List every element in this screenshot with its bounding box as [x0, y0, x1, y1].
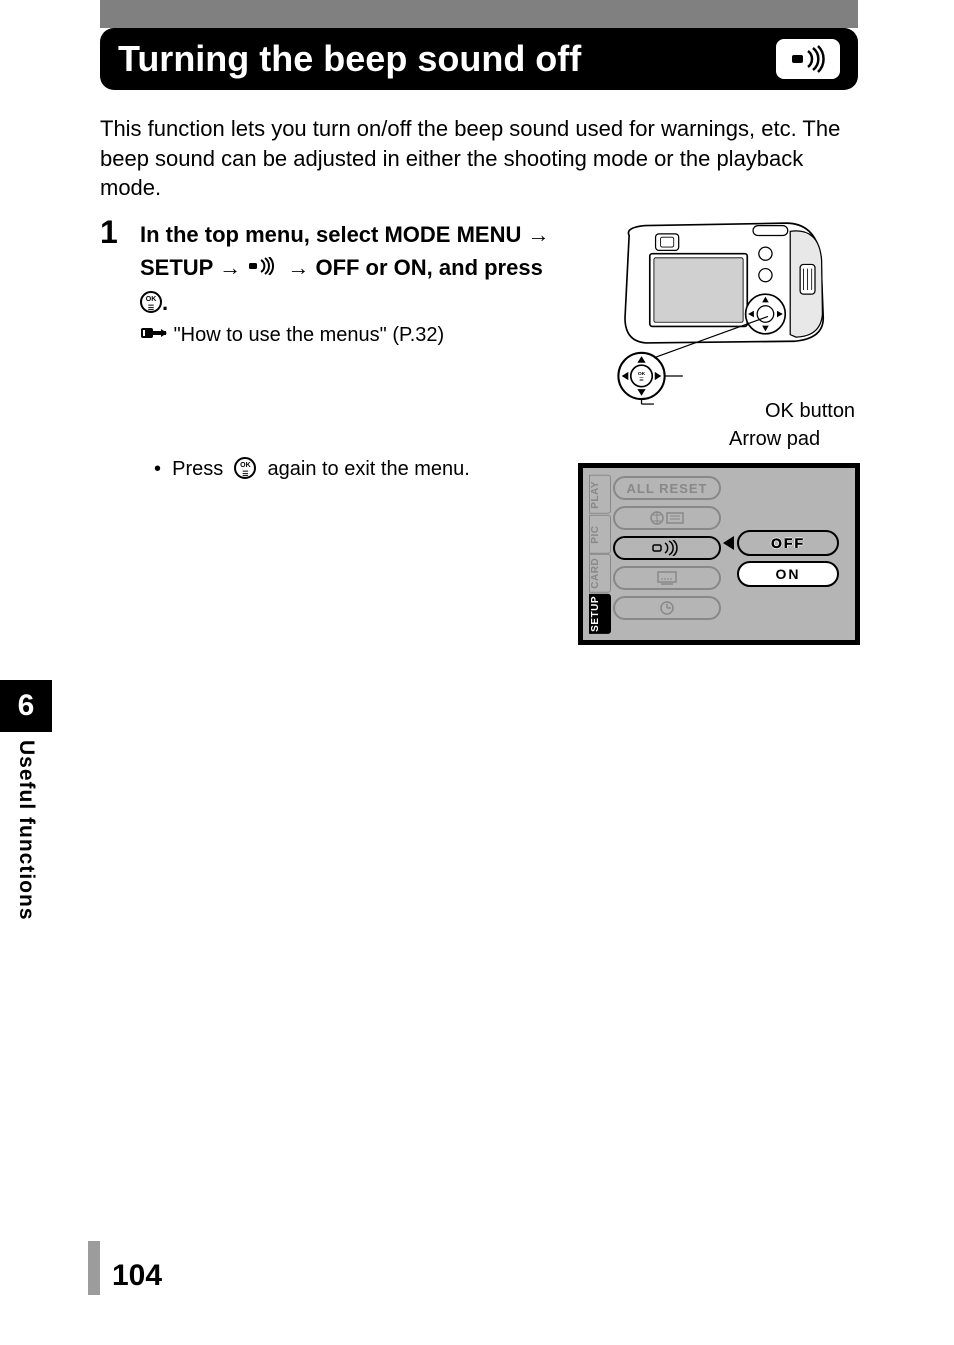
exit-instruction: • Press OK☰ again to exit the menu.: [154, 458, 574, 481]
menu-monitor-icon: [613, 566, 721, 590]
menu-language-icon: [613, 506, 721, 530]
pointer-icon: [140, 324, 168, 347]
step-text-1: In the top menu, select MODE MENU: [140, 222, 521, 247]
exit-post: again to exit the menu.: [268, 458, 470, 480]
tab-pic: PIC: [589, 515, 611, 554]
reference-text: "How to use the menus" (P.32): [174, 324, 445, 346]
chapter-tab: 6 Useful functions: [0, 680, 52, 960]
reference-line: "How to use the menus" (P.32): [140, 324, 560, 347]
menu-tabs: SETUP CARD PIC PLAY: [589, 474, 611, 634]
svg-text:☰: ☰: [639, 377, 644, 383]
page-number: 104: [112, 1259, 162, 1293]
option-off: OFF: [737, 530, 839, 556]
menu-all-reset: ALL RESET: [613, 476, 721, 500]
step-text-2: OFF or ON, and press: [315, 255, 542, 280]
tab-card: CARD: [589, 554, 611, 593]
menu-clock-icon: [613, 596, 721, 620]
chapter-number: 6: [0, 680, 52, 732]
option-on: ON: [737, 561, 839, 587]
ok-icon: OK☰: [140, 291, 162, 313]
arrow-icon: →: [528, 222, 550, 247]
step-instruction: In the top menu, select MODE MENU → SETU…: [140, 218, 560, 319]
exit-pre: Press: [172, 458, 223, 480]
step-setup: SETUP: [140, 255, 213, 280]
arrow-icon: →: [219, 255, 247, 280]
intro-text: This function lets you turn on/off the b…: [100, 114, 858, 203]
page-number-bar: [88, 1241, 100, 1295]
tab-play: PLAY: [589, 475, 611, 514]
beep-small-icon: [247, 251, 281, 284]
arrow-pad-label: Arrow pad: [729, 428, 820, 451]
camera-illustration: OK ☰: [580, 219, 860, 409]
ok-icon: OK☰: [234, 457, 256, 479]
step-number: 1: [100, 214, 118, 251]
tab-setup: SETUP: [589, 594, 611, 634]
page-title: Turning the beep sound off: [118, 38, 776, 80]
menu-screenshot: SETUP CARD PIC PLAY ALL RESET OFF ON: [578, 463, 860, 645]
option-column: OFF ON: [737, 530, 839, 592]
chapter-label: Useful functions: [14, 740, 38, 921]
beep-icon: [788, 45, 828, 73]
beep-icon-box: [776, 39, 840, 79]
top-gray-bar: [100, 0, 858, 28]
step-period: .: [162, 290, 168, 315]
triangle-left-icon: [723, 536, 734, 550]
title-bar: Turning the beep sound off: [100, 28, 858, 90]
menu-items: ALL RESET: [613, 476, 721, 626]
ok-button-label: OK button: [765, 400, 855, 423]
arrow-icon: →: [287, 255, 315, 280]
menu-beep-icon: [613, 536, 721, 560]
svg-text:OK: OK: [638, 371, 646, 377]
